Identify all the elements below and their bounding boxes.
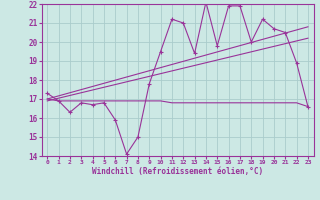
X-axis label: Windchill (Refroidissement éolien,°C): Windchill (Refroidissement éolien,°C) [92,167,263,176]
